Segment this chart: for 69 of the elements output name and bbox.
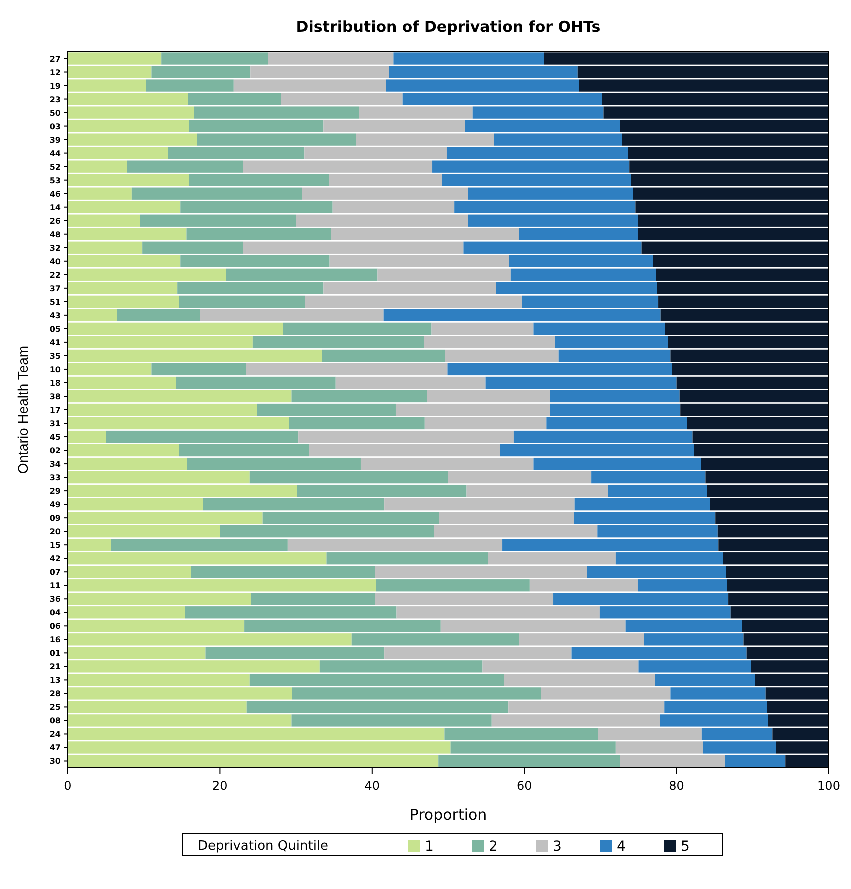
legend-label: 2 bbox=[489, 839, 498, 855]
y-tick-label: 24 bbox=[50, 730, 62, 740]
y-tick-label: 41 bbox=[50, 338, 62, 348]
y-tick-label: 52 bbox=[50, 162, 61, 172]
y-tick-label: 08 bbox=[50, 716, 62, 726]
y-tick-label: 30 bbox=[50, 757, 62, 766]
legend-label: 3 bbox=[553, 839, 562, 855]
y-tick-label: 43 bbox=[50, 311, 61, 320]
y-tick-label: 35 bbox=[50, 352, 62, 361]
y-tick-label: 09 bbox=[50, 514, 62, 524]
y-tick-label: 01 bbox=[50, 649, 62, 658]
legend-label: 1 bbox=[425, 839, 434, 855]
y-axis-title: Ontario Health Team bbox=[15, 346, 31, 474]
x-tick-label: 60 bbox=[516, 779, 532, 793]
x-tick-label: 40 bbox=[364, 779, 380, 793]
x-tick-label: 20 bbox=[212, 779, 228, 793]
y-tick-label: 17 bbox=[50, 406, 61, 415]
y-tick-label: 32 bbox=[50, 244, 61, 253]
y-tick-label: 37 bbox=[50, 284, 61, 294]
x-tick-label: 100 bbox=[818, 779, 840, 793]
y-tick-label: 26 bbox=[50, 216, 62, 226]
y-tick-label: 16 bbox=[50, 636, 62, 645]
y-tick-label: 12 bbox=[50, 68, 61, 78]
y-tick-label: 34 bbox=[50, 460, 62, 470]
y-tick-label: 06 bbox=[50, 622, 62, 632]
y-tick-label: 28 bbox=[50, 690, 62, 699]
y-tick-label: 51 bbox=[50, 298, 62, 307]
y-tick-label: 27 bbox=[50, 54, 61, 64]
y-tick-label: 29 bbox=[50, 487, 62, 496]
chart-title: Distribution of Deprivation for OHTs bbox=[296, 18, 601, 36]
y-tick-label: 50 bbox=[50, 108, 62, 118]
legend-label: 5 bbox=[681, 839, 690, 855]
y-tick-label: 36 bbox=[50, 595, 62, 604]
y-tick-label: 05 bbox=[50, 324, 62, 334]
y-tick-label: 48 bbox=[50, 230, 62, 240]
y-tick-label: 33 bbox=[50, 474, 61, 483]
y-tick-label: 14 bbox=[50, 203, 62, 212]
y-tick-label: 53 bbox=[50, 176, 61, 186]
y-tick-label: 04 bbox=[50, 608, 62, 618]
legend-label: 4 bbox=[617, 839, 626, 855]
y-tick-label: 46 bbox=[50, 190, 62, 199]
y-tick-label: 45 bbox=[50, 433, 62, 442]
y-tick-label: 21 bbox=[50, 662, 62, 672]
y-tick-label: 18 bbox=[50, 378, 62, 388]
y-tick-label: 25 bbox=[50, 703, 62, 712]
x-axis-title: Proportion bbox=[410, 806, 488, 824]
y-tick-label: 11 bbox=[50, 582, 62, 591]
y-tick-label: 13 bbox=[50, 676, 61, 686]
y-tick-label: 07 bbox=[50, 568, 61, 578]
y-tick-label: 47 bbox=[50, 744, 61, 753]
bar bbox=[376, 580, 530, 592]
y-tick-label: 03 bbox=[50, 122, 61, 132]
y-tick-label: 02 bbox=[50, 446, 61, 456]
x-tick-label: 0 bbox=[64, 779, 72, 793]
y-tick-label: 10 bbox=[50, 365, 62, 374]
x-tick-label: 80 bbox=[669, 779, 684, 793]
y-tick-label: 49 bbox=[50, 500, 62, 510]
y-tick-label: 22 bbox=[50, 270, 61, 280]
y-tick-label: 19 bbox=[50, 82, 62, 91]
y-tick-label: 38 bbox=[50, 392, 62, 402]
y-tick-label: 40 bbox=[50, 257, 62, 266]
y-tick-label: 20 bbox=[50, 528, 62, 537]
y-tick-label: 39 bbox=[50, 136, 62, 145]
y-tick-label: 31 bbox=[50, 420, 62, 429]
y-tick-label: 44 bbox=[50, 149, 62, 158]
y-tick-label: 15 bbox=[50, 541, 62, 550]
y-tick-label: 23 bbox=[50, 95, 61, 104]
y-tick-label: 42 bbox=[50, 554, 61, 564]
legend-title: Deprivation Quintile bbox=[198, 839, 329, 854]
